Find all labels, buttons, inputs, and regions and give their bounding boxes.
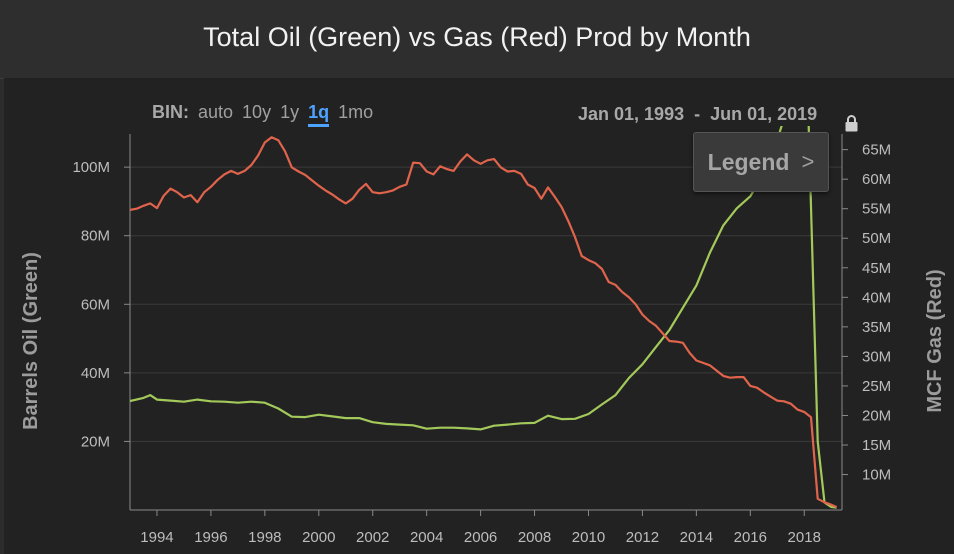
right-tick-label: 15M: [862, 437, 891, 454]
x-tick-label: 2010: [572, 529, 605, 546]
right-tick-label: 65M: [862, 142, 891, 159]
legend-button[interactable]: Legend >: [693, 132, 829, 192]
x-tick-label: 1994: [140, 529, 173, 546]
x-tick-label: 2008: [518, 529, 551, 546]
right-tick-label: 30M: [862, 348, 891, 365]
right-tick-label: 25M: [862, 378, 891, 395]
right-tick-label: 40M: [862, 289, 891, 306]
lock-icon[interactable]: [845, 115, 858, 132]
bin-option-1y[interactable]: 1y: [280, 102, 300, 122]
bin-selector: BIN: auto 10y 1y 1q 1mo: [152, 102, 373, 127]
right-tick-label: 10M: [862, 467, 891, 484]
right-tick-label: 35M: [862, 319, 891, 336]
left-tick-label: 60M: [81, 296, 110, 313]
right-y-axis-ticks: 10M 15M 20M 25M 30M 35M 40M 45M 50M 55M 60M 65M: [842, 142, 891, 484]
left-axis-title: Barrels Oil (Green): [20, 252, 42, 430]
left-tick-label: 20M: [81, 433, 110, 450]
x-tick-label: 2006: [464, 529, 497, 546]
x-tick-label: 2000: [302, 529, 335, 546]
right-tick-label: 60M: [862, 171, 891, 188]
x-tick-label: 2016: [734, 529, 767, 546]
date-range-separator: -: [694, 104, 701, 124]
bin-option-1q[interactable]: 1q: [308, 102, 330, 127]
bin-label: BIN:: [152, 102, 189, 122]
date-range-start[interactable]: Jan 01, 1993: [578, 104, 685, 124]
bin-option-10y[interactable]: 10y: [242, 102, 272, 122]
left-tick-label: 100M: [72, 159, 110, 176]
right-tick-label: 50M: [862, 230, 891, 247]
grid-lines: [130, 166, 842, 442]
legend-button-label: Legend: [707, 148, 790, 175]
right-tick-label: 55M: [862, 201, 891, 218]
chevron-right-icon: >: [801, 149, 815, 174]
x-tick-label: 2004: [410, 529, 443, 546]
x-tick-label: 2012: [626, 529, 659, 546]
chart-title: Total Oil (Green) vs Gas (Red) Prod by M…: [203, 22, 751, 52]
x-axis-ticks: 1994 1996 1998 2000 2002 2004 2006 2008 2010 2012…: [140, 510, 821, 546]
axes: [129, 134, 843, 511]
x-tick-label: 1996: [194, 529, 227, 546]
left-y-axis-ticks: 20M 40M 60M 80M 100M: [72, 159, 130, 450]
date-range: Jan 01, 1993 - Jun 01, 2019: [578, 104, 817, 125]
title-bar: Total Oil (Green) vs Gas (Red) Prod by M…: [0, 0, 954, 79]
series-line-gas: [130, 136, 838, 509]
bin-option-auto[interactable]: auto: [198, 102, 234, 122]
left-tick-label: 80M: [81, 228, 110, 245]
right-tick-label: 20M: [862, 407, 891, 424]
right-axis-title: MCF Gas (Red): [924, 269, 946, 412]
x-tick-label: 2018: [788, 529, 821, 546]
right-tick-label: 45M: [862, 260, 891, 277]
x-tick-label: 1998: [248, 529, 281, 546]
x-tick-label: 2002: [356, 529, 389, 546]
date-range-end[interactable]: Jun 01, 2019: [710, 104, 818, 124]
x-tick-label: 2014: [680, 529, 713, 546]
left-tick-label: 40M: [81, 365, 110, 382]
bin-option-1mo[interactable]: 1mo: [338, 102, 374, 122]
